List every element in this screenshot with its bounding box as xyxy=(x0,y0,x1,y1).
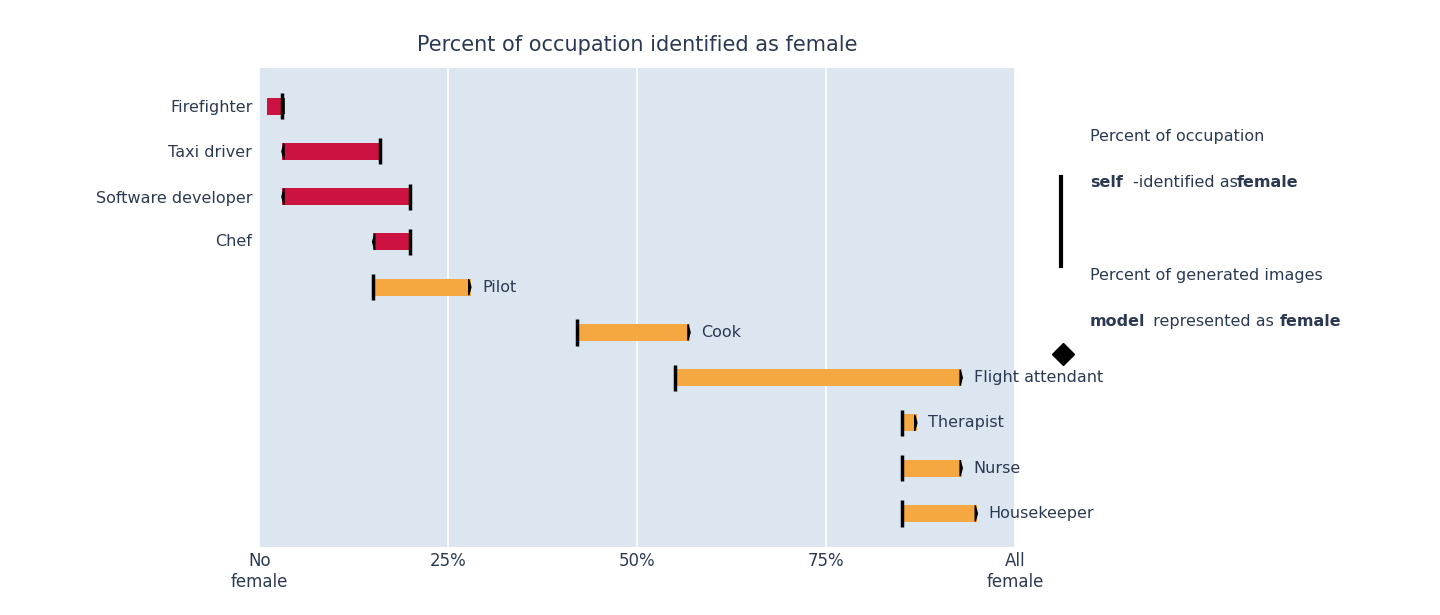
Text: Therapist: Therapist xyxy=(929,415,1004,430)
Polygon shape xyxy=(914,415,917,431)
Text: female: female xyxy=(1280,314,1342,328)
Text: represented as: represented as xyxy=(1148,314,1279,328)
Polygon shape xyxy=(282,143,284,159)
Polygon shape xyxy=(282,189,284,205)
Text: female: female xyxy=(1237,175,1299,190)
Bar xyxy=(901,459,962,477)
Polygon shape xyxy=(960,460,962,476)
Polygon shape xyxy=(688,324,690,341)
Text: Percent of occupation: Percent of occupation xyxy=(1090,129,1264,144)
Bar xyxy=(901,505,978,522)
Text: Percent of generated images: Percent of generated images xyxy=(1090,268,1323,282)
Text: Nurse: Nurse xyxy=(973,461,1021,475)
Bar xyxy=(675,369,962,386)
Bar xyxy=(373,233,410,250)
Polygon shape xyxy=(468,279,471,295)
Polygon shape xyxy=(975,506,978,522)
Bar xyxy=(282,188,410,205)
Text: Chef: Chef xyxy=(215,234,252,249)
Text: self: self xyxy=(1090,175,1123,190)
Text: -identified as: -identified as xyxy=(1133,175,1243,190)
Text: Flight attendant: Flight attendant xyxy=(973,370,1103,385)
Bar xyxy=(901,415,917,432)
Bar xyxy=(373,279,471,296)
Bar xyxy=(576,323,690,341)
Text: Housekeeper: Housekeeper xyxy=(989,506,1094,521)
Polygon shape xyxy=(282,98,284,114)
Text: Cook: Cook xyxy=(701,325,742,340)
Bar xyxy=(266,98,282,115)
Bar xyxy=(282,143,380,160)
Title: Percent of occupation identified as female: Percent of occupation identified as fema… xyxy=(418,35,857,55)
Polygon shape xyxy=(960,370,962,386)
Polygon shape xyxy=(373,234,374,250)
Text: Pilot: Pilot xyxy=(482,280,517,295)
Text: model: model xyxy=(1090,314,1146,328)
